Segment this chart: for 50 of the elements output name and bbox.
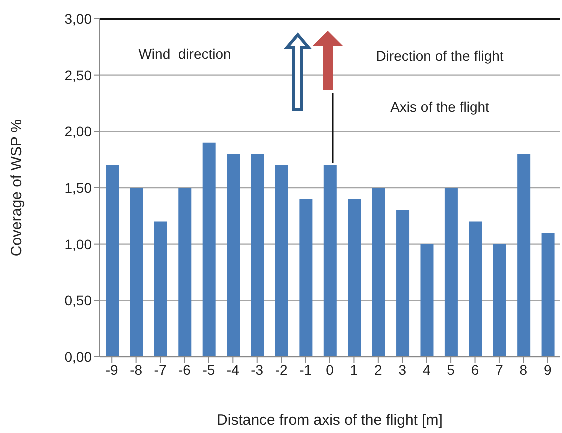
bar bbox=[444, 188, 458, 357]
bar bbox=[300, 199, 313, 357]
x-tick-label: -2 bbox=[275, 362, 288, 378]
x-tick-label: 9 bbox=[544, 362, 552, 378]
bar bbox=[420, 244, 434, 357]
y-tick-label: 0,00 bbox=[64, 348, 92, 365]
x-tick-label: -3 bbox=[251, 362, 264, 378]
x-tick-label: 3 bbox=[398, 362, 407, 378]
x-tick-label: 6 bbox=[471, 362, 480, 378]
y-tick-label: 2,50 bbox=[64, 67, 92, 84]
y-tick-label: 0,50 bbox=[64, 292, 92, 309]
bar bbox=[493, 244, 506, 357]
x-tick-label: -1 bbox=[300, 362, 312, 378]
x-tick-label: -7 bbox=[154, 362, 167, 378]
bar bbox=[469, 222, 482, 357]
bar bbox=[202, 142, 216, 357]
y-tick-label: 1,50 bbox=[64, 180, 92, 196]
y-tick-label: 1,00 bbox=[64, 236, 92, 252]
bar bbox=[372, 188, 386, 357]
x-tick-label: 7 bbox=[496, 362, 504, 378]
annotation: Direction of the flight bbox=[376, 48, 504, 64]
y-tick-label: 2,00 bbox=[64, 124, 92, 140]
x-tick-label: -6 bbox=[178, 362, 192, 378]
x-tick-label: 4 bbox=[422, 362, 431, 378]
bar bbox=[324, 165, 337, 357]
x-tick-label: -5 bbox=[202, 362, 216, 378]
bar bbox=[178, 188, 192, 357]
bar bbox=[227, 154, 240, 357]
bar bbox=[518, 154, 531, 357]
annotation: Axis of the flight bbox=[390, 99, 490, 115]
x-tick-label: -9 bbox=[106, 362, 119, 378]
bar bbox=[130, 188, 144, 357]
bar bbox=[542, 233, 555, 357]
x-axis-title: Distance from axis of the flight [m] bbox=[217, 412, 443, 429]
bar bbox=[251, 154, 264, 357]
x-tick-label: 2 bbox=[374, 362, 383, 378]
y-tick-label: 3,00 bbox=[64, 10, 92, 27]
bar bbox=[106, 165, 119, 357]
annotation: Wind direction bbox=[138, 46, 232, 62]
bar bbox=[348, 199, 362, 357]
x-tick-label: 5 bbox=[447, 362, 456, 378]
x-tick-label: 8 bbox=[520, 362, 528, 378]
y-axis-title: Coverage of WSP % bbox=[8, 119, 26, 257]
x-tick-label: -8 bbox=[130, 362, 143, 378]
bar bbox=[154, 222, 168, 357]
bar bbox=[275, 165, 288, 357]
bar bbox=[396, 210, 410, 357]
x-tick-label: 1 bbox=[350, 362, 358, 378]
x-tick-label: -4 bbox=[226, 362, 240, 378]
x-tick-label: 0 bbox=[326, 362, 334, 378]
